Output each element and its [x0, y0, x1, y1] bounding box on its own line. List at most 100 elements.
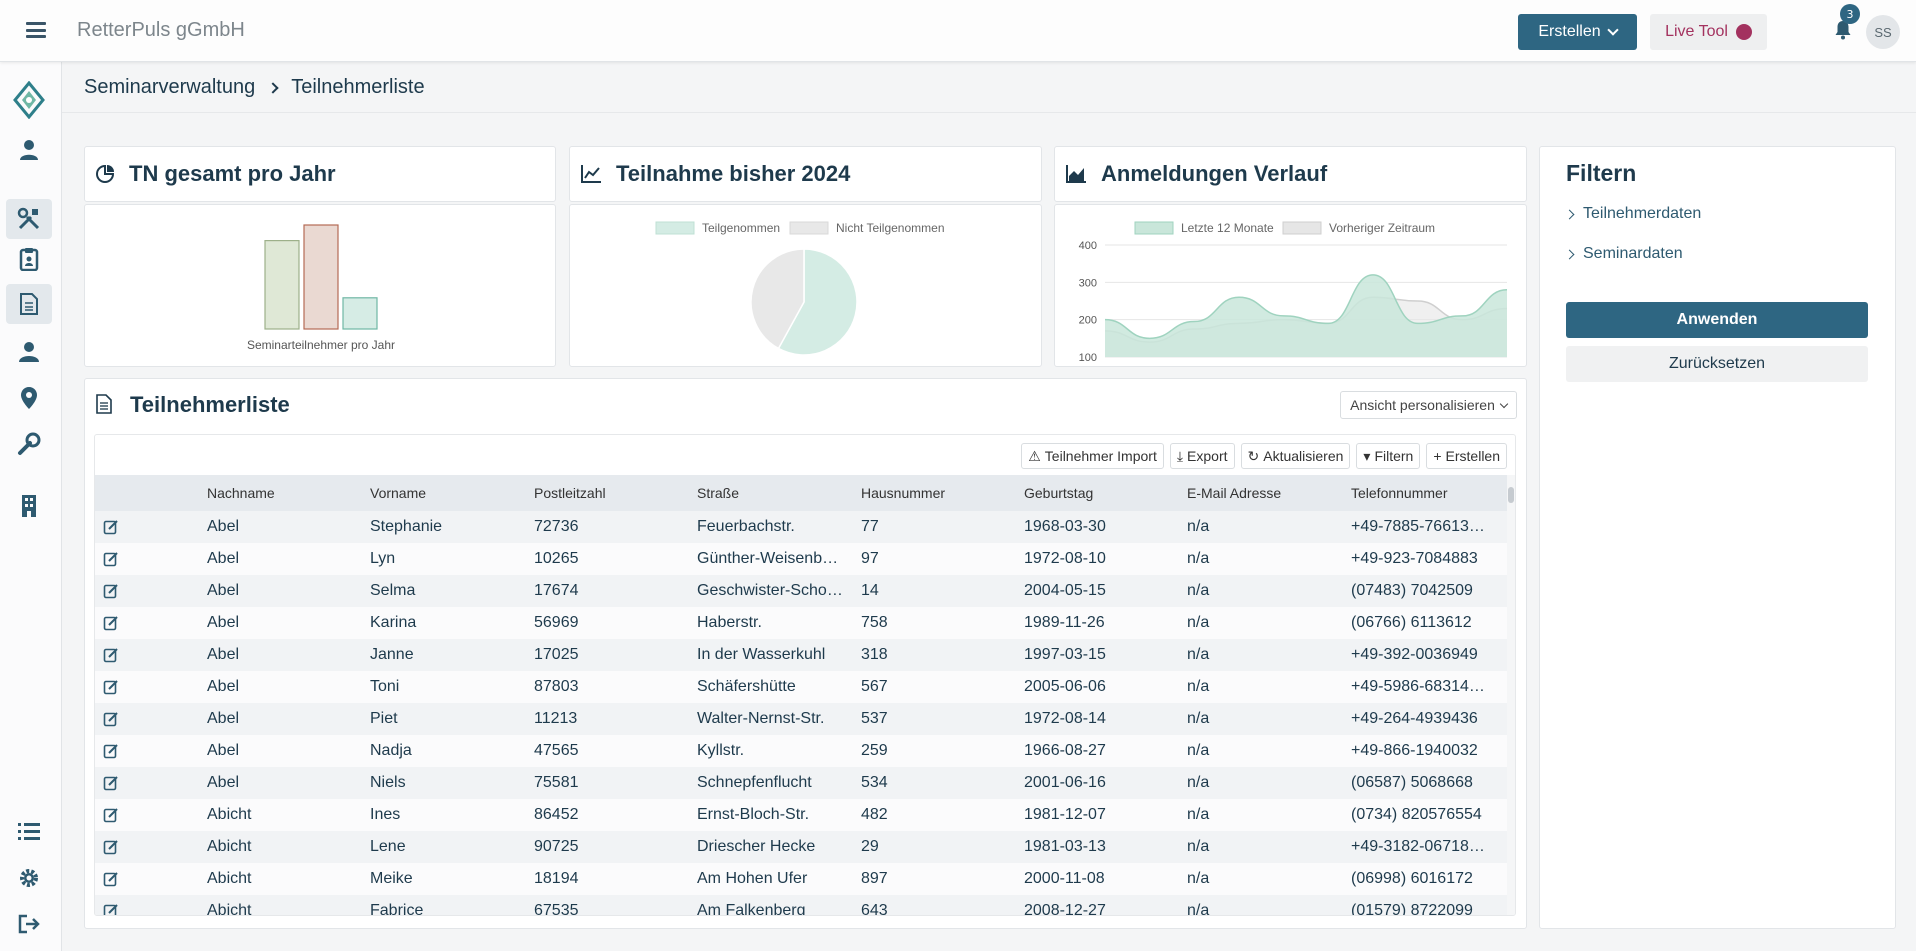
table-cell: 67535: [534, 902, 579, 916]
instructor-icon[interactable]: [6, 332, 52, 372]
edit-icon[interactable]: [103, 775, 119, 791]
line-chart-icon: [581, 165, 601, 183]
column-header[interactable]: Telefonnummer: [1351, 485, 1448, 501]
import-button[interactable]: ⚠ Teilnehmer Import: [1021, 443, 1164, 469]
table-row[interactable]: Abel Karina 56969 Haberstr. 758 1989-11-26 n/a…: [95, 607, 1507, 639]
column-header[interactable]: E-Mail Adresse: [1187, 485, 1282, 501]
teilnahme-chart-title: Teilnahme bisher 2024: [616, 161, 851, 186]
logout-icon[interactable]: [6, 904, 52, 944]
edit-icon[interactable]: [103, 711, 119, 727]
table-row[interactable]: Abel Stephanie 72736 Feuerbachstr. 77 1968-03…: [95, 511, 1507, 543]
edit-icon[interactable]: [103, 679, 119, 695]
table-cell: 2008-12-27: [1024, 902, 1106, 916]
column-header[interactable]: Straße: [697, 485, 740, 501]
edit-icon[interactable]: [103, 903, 119, 916]
filter-section-teilnehmerdaten[interactable]: Teilnehmerdaten: [1564, 205, 1702, 223]
table-row[interactable]: Abicht Lene 90725 Driescher Hecke 29 1981-03-…: [95, 831, 1507, 863]
table-cell: Piet: [370, 710, 398, 727]
table-cell: 1966-08-27: [1024, 742, 1106, 759]
gear-icon[interactable]: [6, 858, 52, 898]
column-header[interactable]: Vorname: [370, 485, 427, 501]
filter-section-label: Teilnehmerdaten: [1583, 205, 1702, 222]
table-cell: 2004-05-15: [1024, 582, 1106, 599]
table-row[interactable]: Abicht Meike 18194 Am Hohen Ufer 897 2000-11-…: [95, 863, 1507, 895]
edit-icon[interactable]: [103, 839, 119, 855]
breadcrumb-current: Teilnehmerliste: [291, 76, 425, 98]
table-row[interactable]: Abel Toni 87803 Schäfershütte 567 2005-06-06 n…: [95, 671, 1507, 703]
bell-icon[interactable]: [1834, 20, 1852, 40]
filter-section-seminardaten[interactable]: Seminardaten: [1564, 245, 1683, 263]
live-tool-button[interactable]: Live Tool: [1650, 14, 1767, 50]
table-cell: Kyllstr.: [697, 742, 745, 759]
table-cell: 2001-06-16: [1024, 774, 1106, 791]
table-cell: 17025: [534, 646, 579, 663]
logo-icon[interactable]: [6, 80, 52, 120]
apply-button[interactable]: Anwenden: [1566, 302, 1868, 338]
table-cell: n/a: [1187, 550, 1210, 567]
breadcrumb-parent[interactable]: Seminarverwaltung: [84, 76, 256, 98]
table-cell: Günther-Weisenb…: [697, 550, 839, 567]
filter-button[interactable]: ▾ Filtern: [1356, 443, 1421, 469]
table-cell: 259: [861, 742, 888, 759]
wrench-icon[interactable]: [6, 424, 52, 464]
edit-icon[interactable]: [103, 871, 119, 887]
edit-icon[interactable]: [103, 615, 119, 631]
edit-icon[interactable]: [103, 647, 119, 663]
tools-icon[interactable]: [6, 199, 52, 239]
table-cell: Ines: [370, 806, 401, 823]
column-header[interactable]: Postleitzahl: [534, 485, 606, 501]
building-icon[interactable]: [6, 486, 52, 526]
legend-label: Teilgenommen: [702, 221, 780, 235]
table-cell: 1981-12-07: [1024, 806, 1106, 823]
teilnahme-chart-card: Teilnahme bisher 2024: [569, 146, 1042, 202]
table-cell: 482: [861, 806, 888, 823]
table-row[interactable]: Abel Selma 17674 Geschwister-Schol… 14 2004-0…: [95, 575, 1507, 607]
table-cell: n/a: [1187, 806, 1210, 823]
y-tick-label: 400: [1079, 240, 1097, 252]
table-row[interactable]: Abel Nadja 47565 Kyllstr. 259 1966-08-27 n/a +4…: [95, 735, 1507, 767]
view-personalize-select[interactable]: Ansicht personalisieren: [1340, 391, 1517, 419]
legend-label: Letzte 12 Monate: [1181, 221, 1274, 235]
edit-icon[interactable]: [103, 519, 119, 535]
menu-icon[interactable]: [26, 22, 46, 38]
table-cell: +49-5986-68314…: [1351, 678, 1485, 695]
pie-slice: [777, 248, 858, 356]
edit-icon[interactable]: [103, 583, 119, 599]
edit-icon[interactable]: [103, 551, 119, 567]
legend-swatch: [655, 221, 695, 235]
edit-icon[interactable]: [103, 743, 119, 759]
table-cell: 758: [861, 614, 888, 631]
create-dropdown-button[interactable]: Erstellen: [1518, 14, 1637, 50]
table-cell: 2000-11-08: [1024, 870, 1105, 887]
list-icon[interactable]: [6, 811, 52, 851]
tn-chart-box: Seminarteilnehmer pro Jahr: [84, 204, 556, 367]
chevron-right-icon: [1564, 249, 1575, 259]
document-icon[interactable]: [6, 284, 52, 324]
y-tick-label: 200: [1079, 315, 1097, 327]
download-icon: ⤓: [1176, 447, 1184, 464]
table-cell: Abel: [207, 710, 240, 727]
scroll-thumb[interactable]: [1508, 487, 1514, 503]
column-header[interactable]: Geburtstag: [1024, 485, 1094, 501]
avatar[interactable]: SS: [1866, 15, 1900, 49]
refresh-button[interactable]: ↻ Aktualisieren: [1240, 443, 1351, 469]
table-row[interactable]: Abel Niels 75581 Schnepfenflucht 534 2001-06-…: [95, 767, 1507, 799]
user-icon[interactable]: [6, 130, 52, 170]
table-row[interactable]: Abel Lyn 10265 Günther-Weisenb… 97 1972-08-10…: [95, 543, 1507, 575]
teilnahme-chart-box: Teilgenommen Nicht Teilgenommen: [569, 204, 1042, 367]
clipboard-icon[interactable]: [6, 239, 52, 279]
create-button[interactable]: + Erstellen: [1426, 443, 1507, 469]
area-chart: Letzte 12 Monate Vorheriger Zeitraum 400 30…: [1079, 221, 1508, 364]
column-header[interactable]: Hausnummer: [861, 485, 946, 501]
table-cell: 897: [861, 870, 888, 887]
export-button[interactable]: ⤓ Export: [1169, 443, 1235, 469]
table-row[interactable]: Abicht Ines 86452 Ernst-Bloch-Str. 482 1981-1…: [95, 799, 1507, 831]
table-row[interactable]: Abel Janne 17025 In der Wasserkuhl 318 1997-0…: [95, 639, 1507, 671]
edit-icon[interactable]: [103, 807, 119, 823]
scrollbar[interactable]: [1507, 475, 1515, 915]
table-row[interactable]: Abel Piet 11213 Walter-Nernst-Str. 537 1972-0…: [95, 703, 1507, 735]
reset-button[interactable]: Zurücksetzen: [1566, 346, 1868, 382]
location-pin-icon[interactable]: [6, 378, 52, 418]
column-header[interactable]: Nachname: [207, 485, 275, 501]
table-row[interactable]: Abicht Fabrice 67535 Am Falkenberg 643 2008-1…: [95, 895, 1507, 916]
